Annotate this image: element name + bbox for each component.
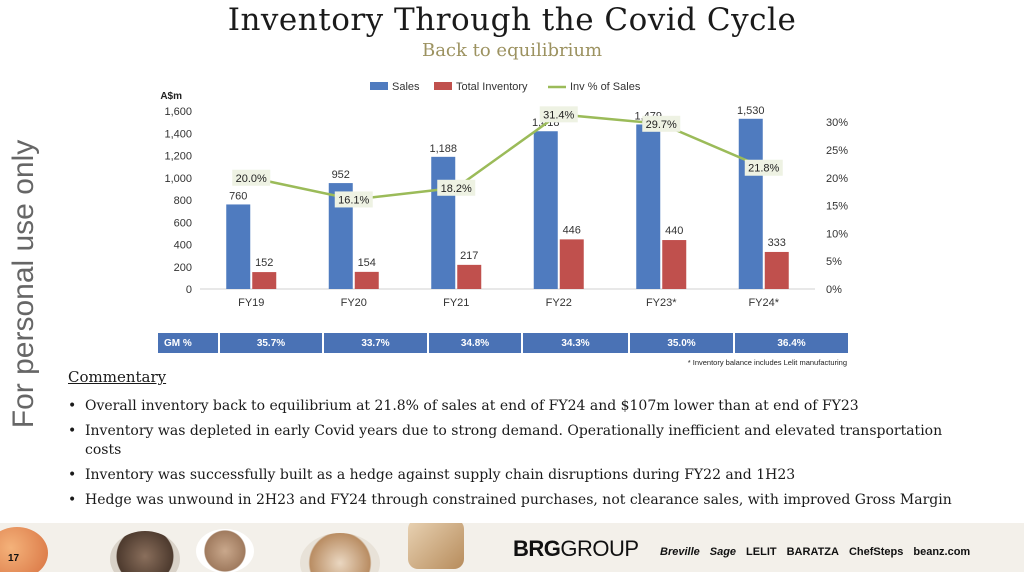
y-tick-label: 1,000 <box>164 173 192 185</box>
gm-cell-fy20: 33.7% <box>324 333 429 353</box>
gm-cell-fy21: 34.8% <box>429 333 523 353</box>
brand-logos: Breville Sage LELIT BARATZA ChefSteps be… <box>660 546 970 558</box>
brand-chefsteps: ChefSteps <box>848 546 904 558</box>
inv-pct-label: 21.8% <box>748 163 779 175</box>
commentary-heading: Commentary <box>68 368 167 386</box>
brand-breville: Breville <box>660 546 700 558</box>
sales-value-label: 952 <box>332 169 350 181</box>
brg-logo-group: GROUP <box>560 536 639 561</box>
y-tick-label: 1,200 <box>164 151 192 163</box>
inv-pct-label-box <box>437 179 476 196</box>
inv-pct-label-box <box>334 191 373 208</box>
brand-beanz: beanz.com <box>913 546 971 558</box>
inv-pct-label-box <box>744 159 783 176</box>
inv-pct-line <box>250 113 765 201</box>
inv-pct-label: 18.2% <box>441 183 472 195</box>
x-tick-label: FY21 <box>443 297 469 309</box>
commentary-bullet: Inventory was depleted in early Covid ye… <box>68 422 978 460</box>
brand-sage: Sage <box>709 546 737 558</box>
gm-cell-fy22: 34.3% <box>523 333 630 353</box>
sales-bar <box>431 156 456 289</box>
inventory-bar <box>457 264 482 289</box>
y2-tick-label: 30% <box>826 117 848 129</box>
gm-table: GM % 35.7% 33.7% 34.8% 34.3% 35.0% 36.4% <box>158 333 848 353</box>
y-tick-label: 600 <box>174 217 192 229</box>
coffee-cup-image <box>196 529 254 572</box>
inventory-value-label: 217 <box>460 250 478 262</box>
y-tick-label: 1,600 <box>164 106 192 118</box>
legend-swatch-sales <box>370 82 388 90</box>
footer-banner <box>0 523 1024 572</box>
legend-label-inv-pct: Inv % of Sales <box>570 81 641 93</box>
inv-pct-label: 16.1% <box>338 194 369 206</box>
brg-logo-brg: BRG <box>513 536 561 561</box>
commentary-bullet: Inventory was successfully built as a he… <box>68 466 978 485</box>
sales-value-label: 1,188 <box>429 143 457 155</box>
inv-pct-label-box <box>232 169 271 186</box>
y-tick-label: 400 <box>174 240 192 252</box>
y-tick-label: 1,400 <box>164 128 192 140</box>
pastry-image <box>408 523 464 569</box>
commentary-bullet: Hedge was unwound in 2H23 and FY24 throu… <box>68 491 978 510</box>
inventory-bar <box>662 240 687 289</box>
brand-lelit: LELIT <box>746 546 777 558</box>
inventory-value-label: 333 <box>768 237 786 249</box>
inventory-chart: Sales Total Inventory Inv % of Sales A$m 0 20… <box>160 81 848 309</box>
y2-tick-label: 10% <box>826 228 848 240</box>
inventory-bar <box>764 251 789 289</box>
inv-pct-label-box <box>539 106 578 123</box>
inventory-value-label: 446 <box>563 224 581 236</box>
page-number: 17 <box>8 553 20 564</box>
legend-label-sales: Sales <box>392 81 420 93</box>
x-tick-label: FY22 <box>546 297 572 309</box>
sales-bar <box>738 118 763 289</box>
sales-value-label: 1,530 <box>737 105 765 117</box>
x-tick-label: FY19 <box>238 297 264 309</box>
inventory-bar <box>559 239 584 289</box>
commentary-bullet: Overall inventory back to equilibrium at… <box>68 397 978 416</box>
inv-pct-label: 20.0% <box>236 173 267 185</box>
slide-subtitle: Back to equilibrium <box>421 40 603 61</box>
inventory-value-label: 440 <box>665 225 683 237</box>
y2-tick-label: 5% <box>826 256 842 268</box>
y2-tick-label: 25% <box>826 145 848 157</box>
sales-bar <box>636 124 661 290</box>
y-tick-label: 0 <box>186 284 192 296</box>
footnote: * Inventory balance includes Lelit manuf… <box>687 358 847 367</box>
brg-logo: BRGGROUP <box>513 536 639 562</box>
x-tick-label: FY20 <box>341 297 367 309</box>
x-tick-label: FY23* <box>646 297 677 309</box>
x-tick-label: FY24* <box>748 297 779 309</box>
y2-tick-label: 15% <box>826 201 848 213</box>
bowl-image <box>110 531 180 572</box>
sales-value-label: 760 <box>229 190 247 202</box>
gm-table-label: GM % <box>158 333 220 353</box>
inv-pct-label: 29.7% <box>646 119 677 131</box>
gm-cell-fy23: 35.0% <box>630 333 735 353</box>
gm-cell-fy24: 36.4% <box>735 333 848 353</box>
legend-swatch-inventory <box>434 82 452 90</box>
inventory-value-label: 152 <box>255 257 273 269</box>
y-axis-unit: A$m <box>160 91 182 102</box>
peach-image <box>0 527 48 572</box>
inventory-value-label: 154 <box>358 257 376 269</box>
y-tick-label: 800 <box>174 195 192 207</box>
inventory-bar <box>354 271 379 289</box>
inventory-bar <box>252 272 277 289</box>
legend-label-inventory: Total Inventory <box>456 81 528 93</box>
slide-title: Inventory Through the Covid Cycle <box>227 2 797 38</box>
y2-tick-label: 0% <box>826 284 842 296</box>
inv-pct-label: 31.4% <box>543 109 574 121</box>
y2-tick-label: 20% <box>826 173 848 185</box>
sales-bar <box>226 204 251 289</box>
brand-baratza: BARATZA <box>786 546 839 558</box>
inv-pct-label-box <box>642 115 681 132</box>
latte-image <box>300 533 380 572</box>
y-tick-label: 200 <box>174 262 192 274</box>
sales-bar <box>533 131 558 289</box>
commentary-list: Overall inventory back to equilibrium at… <box>68 397 978 516</box>
gm-cell-fy19: 35.7% <box>220 333 324 353</box>
